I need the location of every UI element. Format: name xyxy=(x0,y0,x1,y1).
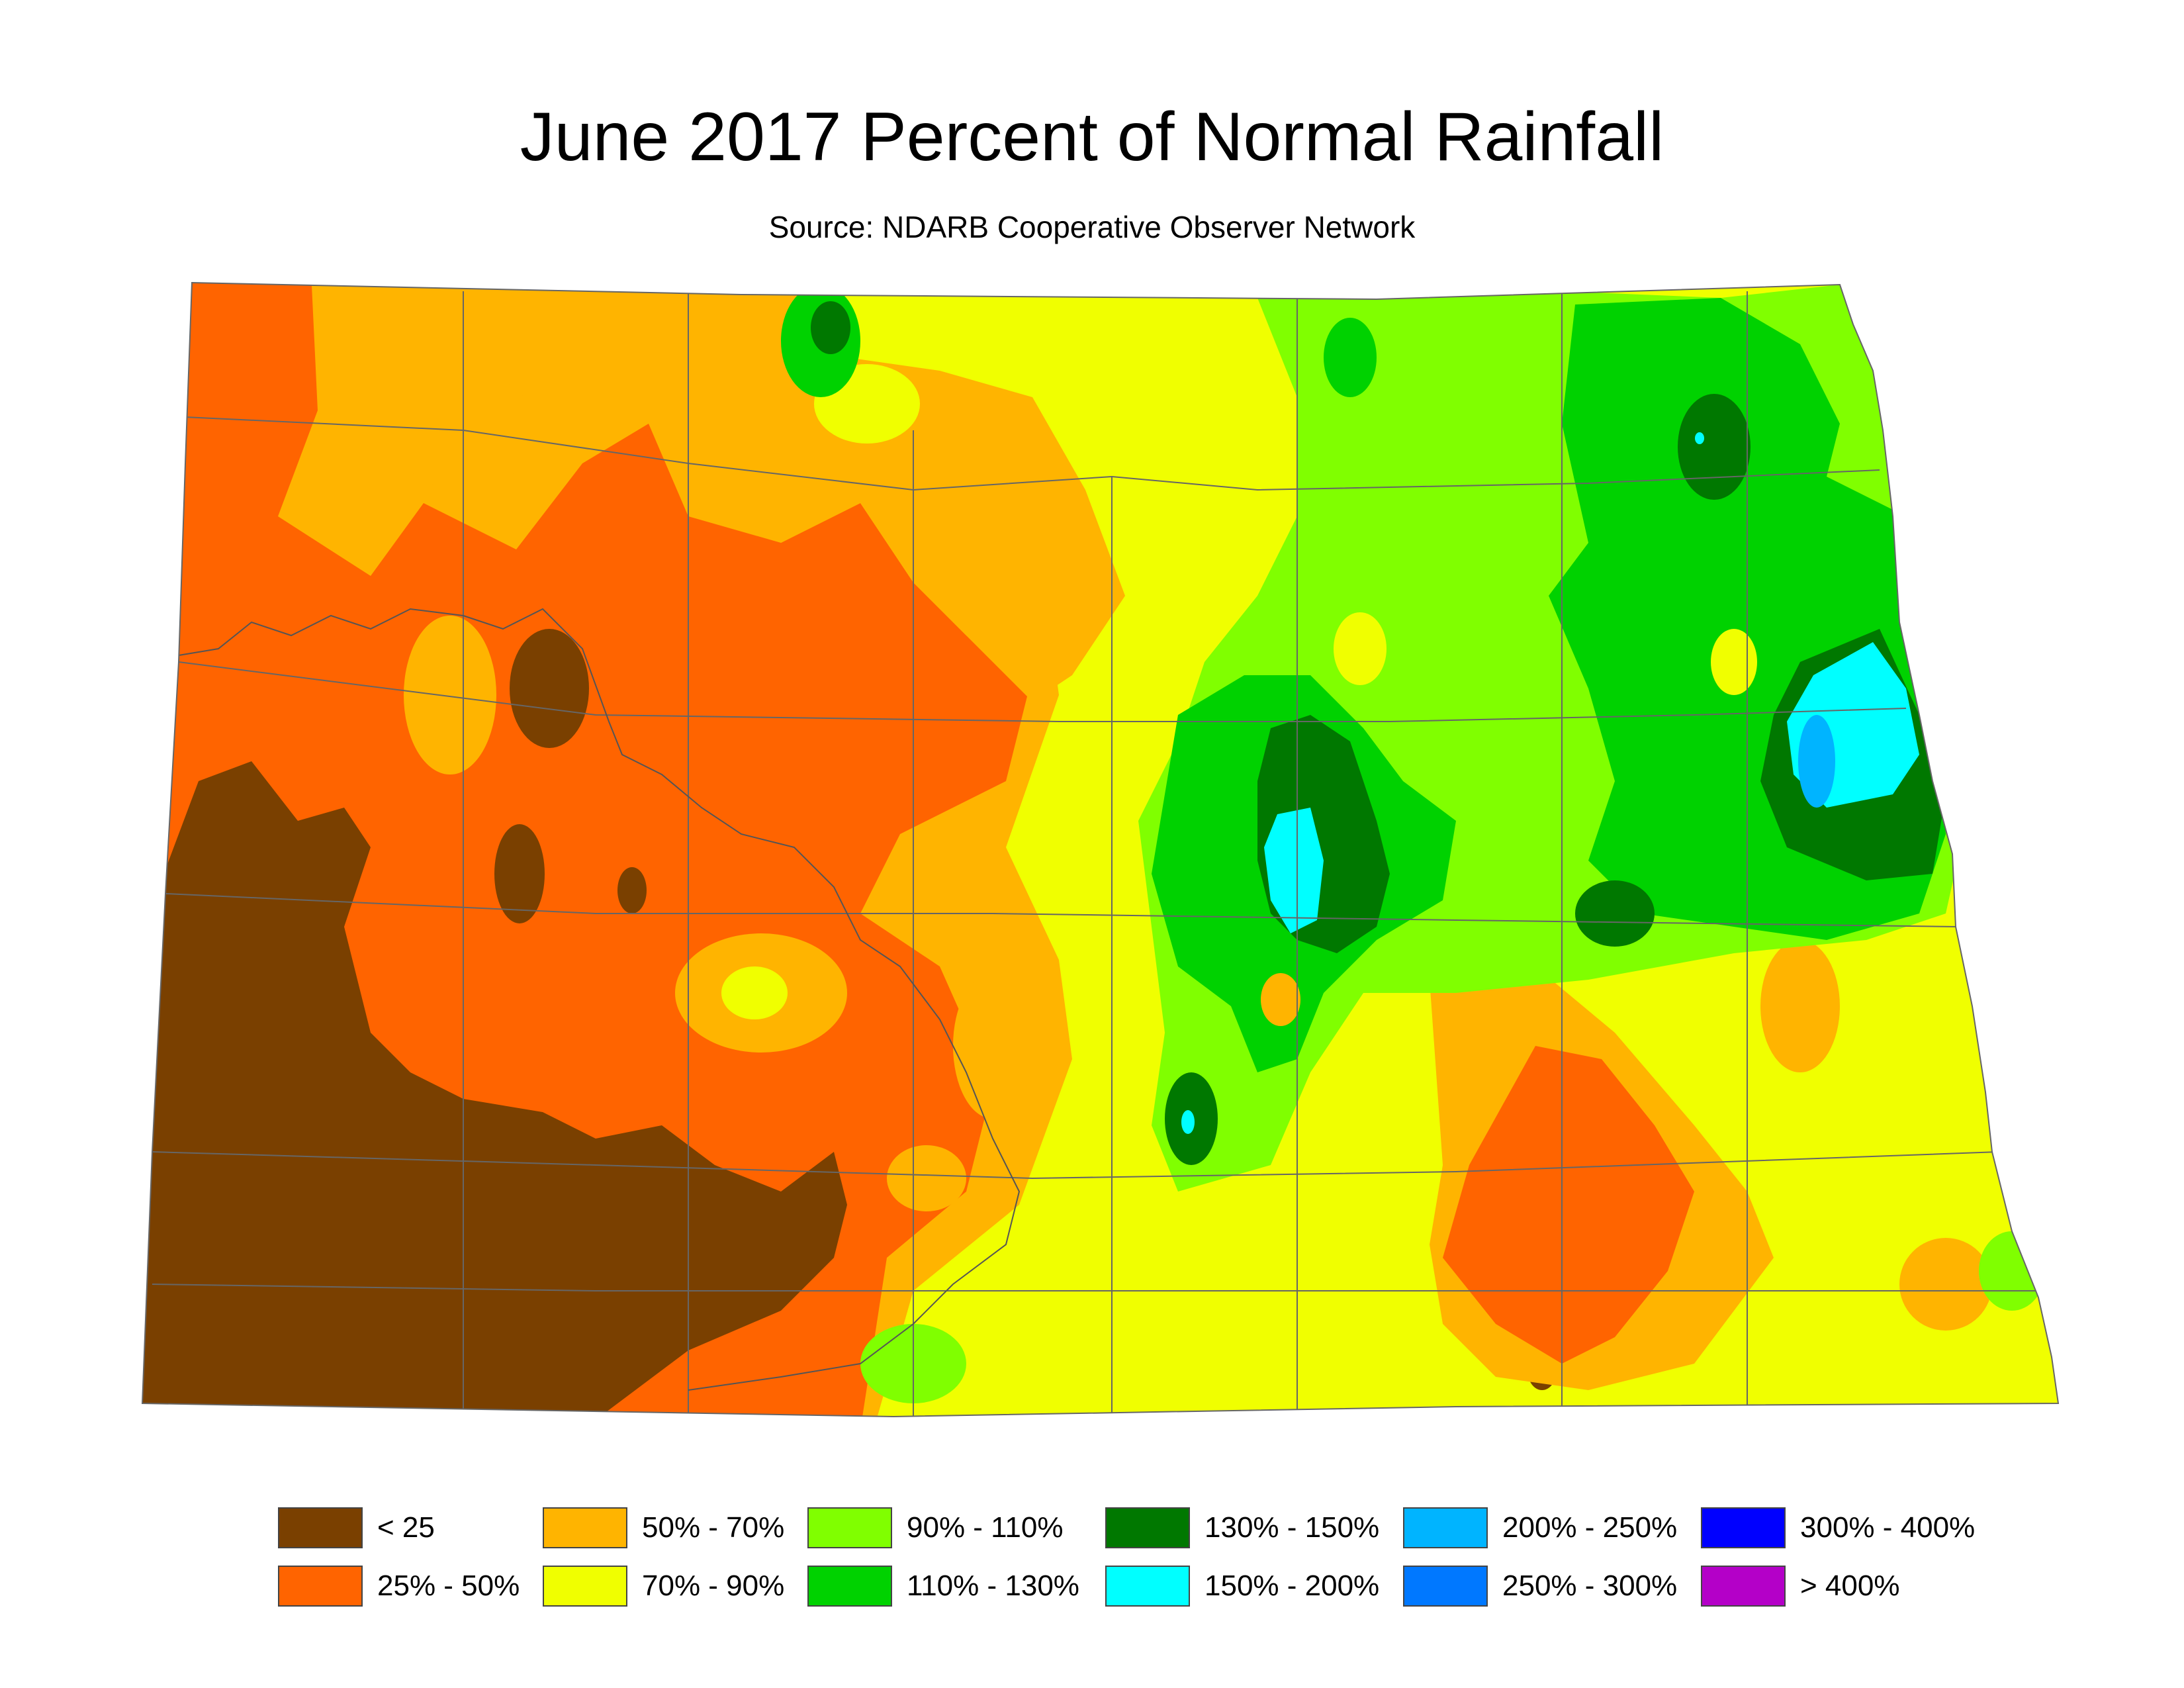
legend-label: 110% - 130% xyxy=(907,1570,1079,1602)
legend-swatch xyxy=(543,1566,627,1607)
legend-label: 70% - 90% xyxy=(642,1570,785,1602)
legend-swatch xyxy=(1701,1507,1786,1548)
legend-swatch xyxy=(807,1507,892,1548)
legend-item: 150% - 200% xyxy=(1105,1564,1379,1608)
legend-item: 90% - 110% xyxy=(807,1506,1063,1550)
legend-item: 70% - 90% xyxy=(543,1564,784,1608)
legend-item: 50% - 70% xyxy=(543,1506,784,1550)
legend-item: 110% - 130% xyxy=(807,1564,1079,1608)
legend-swatch xyxy=(1403,1566,1488,1607)
legend-swatch xyxy=(1403,1507,1488,1548)
legend-label: 25% - 50% xyxy=(377,1570,520,1602)
legend-label: 300% - 400% xyxy=(1800,1511,1976,1544)
legend-swatch xyxy=(1105,1507,1190,1548)
legend-swatch xyxy=(1105,1566,1190,1607)
legend-swatch xyxy=(278,1566,363,1607)
missouri-river xyxy=(178,608,1021,1391)
legend-label: 200% - 250% xyxy=(1502,1511,1678,1544)
legend-swatch xyxy=(1701,1566,1786,1607)
legend-label: 250% - 300% xyxy=(1502,1570,1678,1602)
map-subtitle: Source: NDARB Cooperative Observer Netwo… xyxy=(768,210,1416,244)
legend-item: 300% - 400% xyxy=(1701,1506,1975,1550)
legend-label: 150% - 200% xyxy=(1205,1570,1380,1602)
legend-item: 250% - 300% xyxy=(1403,1564,1677,1608)
legend: < 25 25% - 50% 50% - 70% 70% - 90% 90% -… xyxy=(278,1506,2065,1625)
legend-item: > 400% xyxy=(1701,1564,1899,1608)
legend-swatch xyxy=(807,1566,892,1607)
legend-swatch xyxy=(278,1507,363,1548)
legend-item: < 25 xyxy=(278,1506,435,1550)
county-boundaries xyxy=(152,291,2038,1417)
legend-label: 90% - 110% xyxy=(907,1511,1064,1544)
legend-label: > 400% xyxy=(1800,1570,1900,1602)
legend-item: 130% - 150% xyxy=(1105,1506,1379,1550)
state-outline xyxy=(141,281,2060,1418)
legend-item: 25% - 50% xyxy=(278,1564,520,1608)
rainfall-contours xyxy=(142,283,2058,1417)
map-title: June 2017 Percent of Normal Rainfall xyxy=(520,99,1664,175)
legend-swatch xyxy=(543,1507,627,1548)
legend-item: 200% - 250% xyxy=(1403,1506,1677,1550)
legend-label: < 25 xyxy=(377,1511,435,1544)
legend-label: 130% - 150% xyxy=(1205,1511,1380,1544)
legend-label: 50% - 70% xyxy=(642,1511,785,1544)
rainfall-map xyxy=(141,281,2060,1418)
